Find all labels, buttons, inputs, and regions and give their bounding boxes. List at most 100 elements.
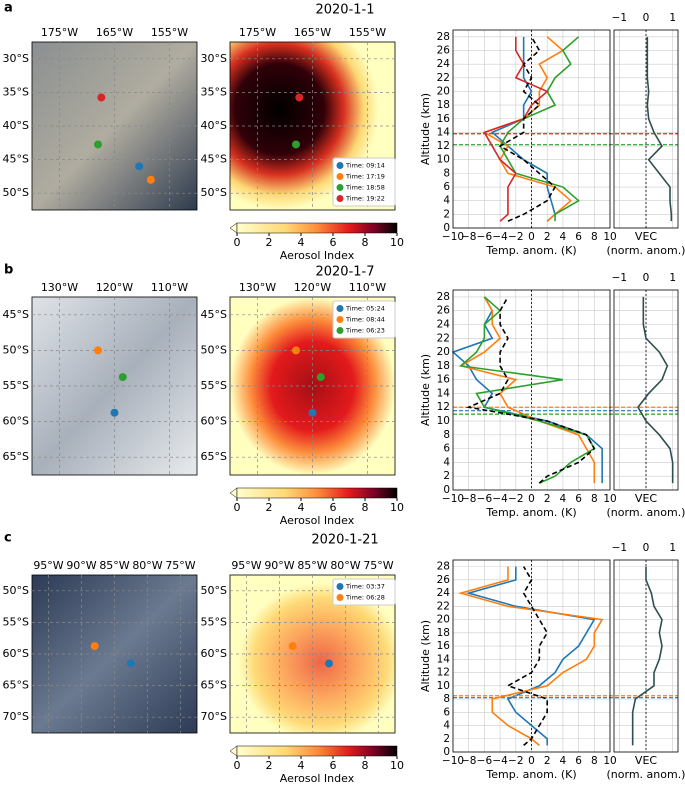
- lat-label: 70°S: [3, 710, 29, 723]
- x-tick-label: 10: [603, 493, 616, 505]
- x-tick-label: −2: [508, 231, 523, 243]
- x-tick-label: −4: [492, 755, 508, 767]
- lat-label: 60°S: [201, 647, 227, 660]
- lat-label: 45°S: [201, 153, 227, 166]
- x-tick-label: 8: [591, 493, 598, 505]
- lon-label: 155°W: [151, 26, 188, 39]
- y-tick-label: 4: [443, 456, 450, 468]
- colorbar: [236, 222, 398, 234]
- colorbar-tick-label: 8: [362, 501, 369, 514]
- colorbar-label: Aerosol Index: [280, 514, 355, 527]
- profile-line: [499, 36, 580, 222]
- x-tick-label: −10: [442, 755, 464, 767]
- profile-frame: [452, 559, 611, 753]
- colorbar-tick-label: 6: [330, 501, 337, 514]
- colorbar-tick-label: 10: [390, 759, 404, 772]
- lat-label: 45°S: [3, 308, 29, 321]
- x-tick-label: −6: [477, 493, 493, 505]
- lon-label: 95°W: [231, 559, 261, 572]
- profile-line: [482, 36, 572, 222]
- y-tick-label: 6: [443, 443, 450, 455]
- lon-label: 110°W: [349, 281, 386, 294]
- profile-line: [457, 566, 604, 746]
- vec-tick-label: −1: [612, 542, 627, 554]
- x-tick-label: −8: [461, 755, 476, 767]
- vec-line: [637, 296, 674, 484]
- y-tick-label: 4: [443, 720, 450, 732]
- lat-label: 30°S: [201, 52, 227, 65]
- x-tick-label: −6: [477, 755, 493, 767]
- colorbar-extend: [229, 745, 238, 757]
- track-point: [94, 346, 102, 355]
- y-tick-label: 14: [437, 653, 451, 665]
- satellite-image: [32, 297, 197, 475]
- x-tick-label: 10: [603, 755, 616, 767]
- lat-label: 50°S: [201, 186, 227, 199]
- track-point: [288, 642, 297, 651]
- lat-label: 40°S: [201, 119, 227, 132]
- y-tick-label: 22: [437, 332, 450, 344]
- profile-line: [459, 296, 596, 484]
- vec-frame: [613, 289, 679, 491]
- vec-tick-label: 1: [669, 542, 676, 554]
- vec-line: [646, 36, 673, 222]
- track-point: [118, 373, 127, 382]
- vec-frame: [613, 559, 679, 753]
- x-tick-label: 8: [591, 231, 598, 243]
- x-tick-label: 4: [560, 755, 567, 767]
- y-tick-label: 20: [437, 85, 450, 97]
- profile-frame: [452, 289, 611, 491]
- y-tick-label: 26: [437, 44, 451, 56]
- legend-label: Time: 08:44: [345, 316, 385, 324]
- y-tick-label: 8: [443, 167, 450, 179]
- colorbar-tick-label: 4: [298, 501, 305, 514]
- lat-label: 50°S: [201, 584, 227, 597]
- track-point: [292, 346, 300, 355]
- legend-label: Time: 03:37: [345, 583, 385, 591]
- y-tick-label: 8: [443, 693, 450, 705]
- colorbar-tick-label: 2: [266, 236, 273, 249]
- y-tick-label: 28: [437, 291, 450, 303]
- y-tick-label: 22: [437, 600, 450, 612]
- x-tick-label: 0: [528, 493, 535, 505]
- lon-label: 120°W: [96, 281, 133, 294]
- y-tick-label: 24: [437, 587, 451, 599]
- y-tick-label: 12: [437, 401, 450, 413]
- colorbar-tick-label: 10: [390, 236, 404, 249]
- y-tick-label: 26: [437, 305, 451, 317]
- profile-line: [451, 296, 603, 484]
- track-point: [325, 659, 333, 668]
- x-axis-title: Temp. anom. (K): [485, 244, 576, 257]
- colorbar-tick-label: 6: [330, 759, 337, 772]
- track-point: [97, 93, 106, 102]
- lon-label: 80°W: [132, 559, 162, 572]
- x-tick-label: 0: [528, 231, 535, 243]
- y-tick-label: 14: [437, 126, 451, 138]
- legend-label: Time: 09:14: [345, 162, 385, 170]
- colorbar-label: Aerosol Index: [280, 249, 355, 262]
- track-point: [110, 408, 119, 417]
- lat-label: 50°S: [3, 186, 29, 199]
- vec-subtitle: (norm. anom.): [607, 506, 685, 519]
- track-point: [308, 408, 317, 417]
- x-tick-label: 2: [544, 231, 551, 243]
- y-tick-label: 14: [437, 387, 451, 399]
- lat-label: 60°S: [3, 647, 29, 660]
- track-point: [316, 373, 325, 382]
- y-tick-label: 18: [437, 360, 450, 372]
- y-axis-title: Altitude (km): [419, 93, 432, 165]
- lon-label: 175°W: [41, 26, 78, 39]
- x-tick-label: −8: [461, 493, 476, 505]
- vec-tick-label: 0: [643, 272, 650, 284]
- lat-label: 30°S: [3, 52, 29, 65]
- legend-marker: [336, 184, 344, 191]
- lat-label: 65°S: [201, 679, 227, 692]
- x-tick-label: 2: [544, 493, 551, 505]
- x-tick-label: −4: [492, 493, 508, 505]
- legend-box: [332, 157, 396, 207]
- x-tick-label: 6: [575, 231, 582, 243]
- colorbar-label: Aerosol Index: [280, 772, 355, 785]
- legend-marker: [336, 195, 344, 202]
- panel-title: 2020-1-7: [315, 265, 374, 280]
- lat-label: 45°S: [201, 308, 227, 321]
